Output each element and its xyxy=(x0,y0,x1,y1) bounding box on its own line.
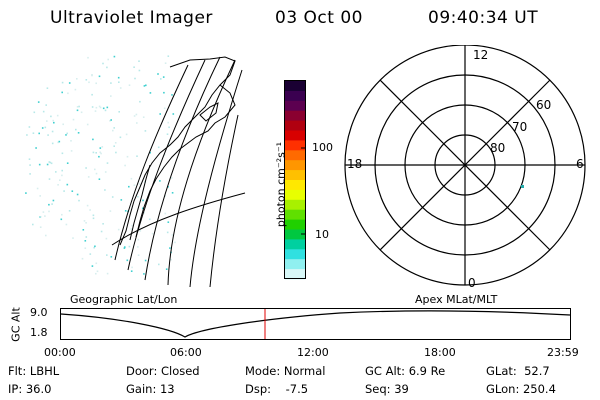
colorbar-segment xyxy=(285,180,305,191)
colorbar-segment xyxy=(285,100,305,112)
polar-plot xyxy=(344,45,586,286)
info-dsp: Dsp: -7.5 xyxy=(245,382,309,396)
alt-ytick-1-8: 1.8 xyxy=(30,326,48,339)
alt-xtick-1800: 18:00 xyxy=(424,346,456,359)
colorbar-segment xyxy=(285,239,305,250)
geographic-label: Geographic Lat/Lon xyxy=(70,293,178,306)
colorbar-segment xyxy=(285,90,305,102)
page-title: Ultraviolet Imager xyxy=(50,8,213,28)
colorbar-segment xyxy=(285,81,305,92)
colorbar-unit-label: photon cm⁻²s⁻¹ xyxy=(274,141,288,228)
info-flt: Flt: LBHL xyxy=(8,364,60,378)
alt-xtick-0000: 00:00 xyxy=(44,346,76,359)
emission-noise xyxy=(25,55,176,275)
colorbar-segment xyxy=(285,249,305,260)
info-door: Door: Closed xyxy=(126,364,200,378)
info-glat: GLat: 52.7 xyxy=(486,364,550,378)
colorbar-segment xyxy=(285,219,305,230)
alt-xtick-1200: 12:00 xyxy=(297,346,329,359)
alt-xtick-0600: 06:00 xyxy=(170,346,202,359)
coastlines xyxy=(119,56,236,246)
info-mode: Mode: Normal xyxy=(245,364,326,378)
mlt-label-6: 6 xyxy=(576,157,584,171)
info-gc-alt: GC Alt: 6.9 Re xyxy=(365,364,446,378)
altitude-curve xyxy=(60,310,571,338)
colorbar-segment xyxy=(285,269,305,280)
colorbar-segment xyxy=(285,189,305,201)
lat-label-80: 80 xyxy=(490,141,506,155)
lat-lon-grid xyxy=(111,56,246,288)
mlt-diagonal-2 xyxy=(379,79,551,251)
colorbar-segment xyxy=(285,150,305,161)
info-gain: Gain: 13 xyxy=(126,382,175,396)
date-label: 03 Oct 00 xyxy=(275,8,363,28)
colorbar-segment xyxy=(285,259,305,270)
info-glon: GLon: 250.4 xyxy=(486,382,556,396)
geographic-image-panel xyxy=(25,55,246,288)
color-bar xyxy=(284,80,306,280)
info-seq: Seq: 39 xyxy=(365,382,409,396)
mlt-label-12: 12 xyxy=(473,48,489,62)
colorbar-segment xyxy=(285,140,305,151)
altitude-plot xyxy=(60,308,571,340)
altitude-ylabel: GC Alt xyxy=(9,307,23,342)
colorbar-segment xyxy=(285,199,305,211)
lat-label-70: 70 xyxy=(512,120,528,134)
colorbar-segment xyxy=(285,229,305,240)
colorbar-tick-10: 10 xyxy=(315,228,329,241)
alt-xtick-2359: 23:59 xyxy=(547,346,579,359)
info-ip: IP: 36.0 xyxy=(8,382,52,396)
colorbar-segment xyxy=(285,130,305,141)
colorbar-segment xyxy=(285,170,305,181)
apex-label: Apex MLat/MLT xyxy=(415,293,498,306)
colorbar-segment xyxy=(285,209,305,221)
alt-ytick-9: 9.0 xyxy=(30,306,48,319)
time-label: 09:40:34 UT xyxy=(428,8,539,28)
mlt-label-0: 0 xyxy=(468,276,476,290)
emission-spot xyxy=(521,185,524,188)
lat-label-60: 60 xyxy=(536,98,552,112)
colorbar-segment xyxy=(285,110,305,122)
colorbar-segment xyxy=(285,160,305,171)
mlt-label-18: 18 xyxy=(347,157,363,171)
colorbar-segment xyxy=(285,120,305,131)
colorbar-tick-100: 100 xyxy=(312,141,333,154)
